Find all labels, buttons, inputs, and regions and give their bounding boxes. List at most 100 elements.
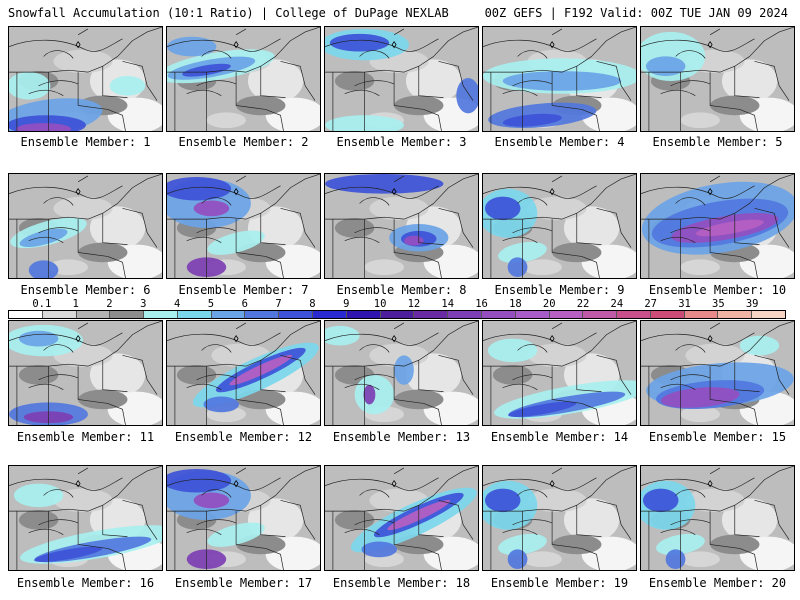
colorbar-tick-label: 2 <box>106 298 113 310</box>
snowfall-contour <box>502 71 622 91</box>
snowfall-contour <box>19 228 68 247</box>
ensemble-map-panel <box>166 26 321 132</box>
snowfall-contour <box>403 235 424 246</box>
snowfall-map <box>483 466 636 570</box>
snowfall-map <box>167 174 320 278</box>
colorbar-tick-label: 24 <box>610 298 624 310</box>
ensemble-member-label: Ensemble Member: 18 <box>332 576 471 590</box>
colorbar-tick-label: 20 <box>542 298 556 310</box>
ensemble-map-panel <box>482 173 637 279</box>
ensemble-map-panel <box>166 465 321 571</box>
snowfall-contour <box>325 174 444 194</box>
colorbar-labels: 0.1 1 2 3 4 5 6 7 8 9 10 12 14 16 18 20 22 24 27 31 35 39 <box>8 298 786 310</box>
snowfall-contour <box>193 200 230 217</box>
ensemble-member-label: Ensemble Member: 2 <box>178 135 309 149</box>
colorbar-tick-label: 12 <box>407 298 421 310</box>
snowfall-map <box>9 174 162 278</box>
colorbar-swatch <box>752 311 785 318</box>
colorbar-tick-label: 27 <box>644 298 658 310</box>
colorbar-tick-label: 5 <box>207 298 215 310</box>
snowfall-contour <box>203 396 240 413</box>
ensemble-member-label: Ensemble Member: 10 <box>648 283 787 297</box>
snowfall-map <box>9 321 162 425</box>
ensemble-map-panel <box>640 465 795 571</box>
snowfall-map <box>167 466 320 570</box>
ensemble-map-panel <box>640 320 795 426</box>
snowfall-contour <box>487 338 538 363</box>
colorbar-swatch <box>515 311 550 318</box>
ensemble-member-label: Ensemble Member: 7 <box>178 283 309 297</box>
snowfall-contour <box>9 72 51 100</box>
snowfall-map <box>167 321 320 425</box>
snowfall-map <box>641 321 794 425</box>
snowfall-contour <box>739 335 780 356</box>
ensemble-member-label: Ensemble Member: 4 <box>494 135 625 149</box>
colorbar-tick-label: 4 <box>173 298 181 310</box>
snowfall-map <box>483 174 636 278</box>
snowfall-contour <box>502 113 562 127</box>
snowfall-map <box>9 27 162 131</box>
snowfall-contour <box>456 78 478 114</box>
snowfall-contour <box>15 123 72 131</box>
snowfall-contour <box>18 330 59 347</box>
chart-title: Snowfall Accumulation (10:1 Ratio) | Col… <box>8 6 449 20</box>
snowfall-contour <box>695 219 764 237</box>
ensemble-map-panel <box>640 26 795 132</box>
ensemble-member-label: Ensemble Member: 13 <box>332 430 471 444</box>
snowfall-contour <box>13 483 64 508</box>
snowfall-contour <box>182 63 231 77</box>
snowfall-contour <box>665 549 686 570</box>
ensemble-map-panel <box>8 26 163 132</box>
ensemble-member-label: Ensemble Member: 15 <box>648 430 787 444</box>
snowfall-contour <box>34 546 103 562</box>
ensemble-map-panel <box>166 173 321 279</box>
ensemble-member-label: Ensemble Member: 17 <box>174 576 313 590</box>
snowfall-contour <box>507 549 528 570</box>
colorbar-swatch <box>481 311 516 318</box>
ensemble-map-panel <box>324 173 479 279</box>
colorbar-tick-label: 9 <box>343 298 350 310</box>
colorbar-swatch <box>549 311 584 318</box>
ensemble-map-panel <box>324 26 479 132</box>
ensemble-member-label: Ensemble Member: 19 <box>490 576 629 590</box>
ensemble-map-panel <box>8 465 163 571</box>
colorbar-tick-label: 1 <box>72 298 79 310</box>
snowfall-contour <box>167 36 217 57</box>
ensemble-map-panel <box>8 173 163 279</box>
ensemble-map-panel <box>8 320 163 426</box>
colorbar-swatch <box>448 311 482 318</box>
ensemble-member-label: Ensemble Member: 11 <box>16 430 155 444</box>
snowfall-map <box>641 174 794 278</box>
colorbar-tick-label: 8 <box>309 298 316 310</box>
ensemble-member-label: Ensemble Member: 20 <box>648 576 787 590</box>
ensemble-map-panel <box>640 173 795 279</box>
snowfall-map <box>483 27 636 131</box>
colorbar-swatch <box>144 311 178 318</box>
ensemble-map-panel <box>482 320 637 426</box>
ensemble-member-label: Ensemble Member: 12 <box>174 430 313 444</box>
colorbar-tick-label: 0.1 <box>32 298 52 310</box>
snowfall-map <box>325 27 478 131</box>
ensemble-member-label: Ensemble Member: 6 <box>20 283 151 297</box>
ensemble-member-label: Ensemble Member: 5 <box>652 135 783 149</box>
snowfall-contour <box>642 488 679 513</box>
snowfall-contour <box>167 176 232 201</box>
snowfall-map <box>325 174 478 278</box>
snowfall-contour <box>109 76 146 96</box>
snowfall-contour <box>484 488 521 513</box>
snowfall-contour <box>394 355 414 385</box>
colorbar-tick-label: 10 <box>373 298 387 310</box>
snowfall-contour <box>484 196 521 221</box>
snowfall-contour <box>193 492 230 509</box>
ensemble-map-panel <box>482 26 637 132</box>
colorbar-tick-label: 7 <box>275 298 282 310</box>
colorbar-swatch <box>110 311 145 318</box>
snowfall-contour <box>508 401 577 417</box>
colorbar-swatch <box>9 311 43 318</box>
snowfall-contour <box>28 260 59 278</box>
colorbar-tick-label: 35 <box>712 298 725 310</box>
snowfall-contour <box>363 384 376 405</box>
ensemble-member-label: Ensemble Member: 8 <box>336 283 467 297</box>
snowfall-contour <box>329 33 390 52</box>
colorbar-tick-label: 31 <box>678 298 691 310</box>
